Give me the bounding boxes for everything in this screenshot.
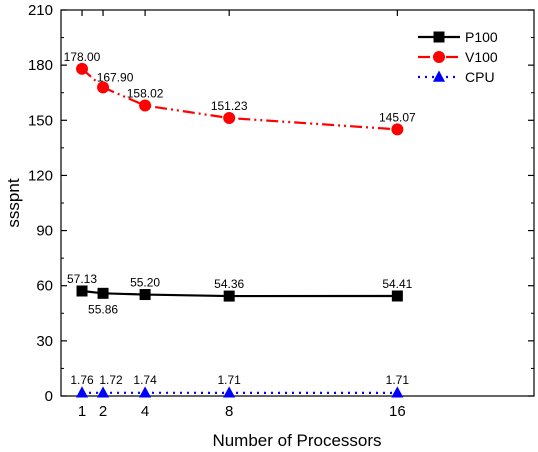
data-point-cpu bbox=[391, 386, 404, 398]
data-label-cpu: 1.76 bbox=[70, 373, 94, 387]
data-label-cpu: 1.74 bbox=[133, 373, 157, 387]
data-label-p100: 57.13 bbox=[67, 272, 97, 286]
legend-marker-cpu bbox=[432, 70, 446, 82]
legend-label-p100: P100 bbox=[465, 29, 498, 45]
data-point-cpu bbox=[75, 386, 89, 398]
data-label-p100: 54.41 bbox=[382, 277, 412, 291]
data-label-cpu: 1.71 bbox=[217, 373, 241, 387]
y-tick-label: 120 bbox=[28, 167, 53, 184]
data-point-p100 bbox=[97, 287, 109, 299]
data-label-p100: 55.86 bbox=[88, 302, 118, 316]
y-tick-label: 180 bbox=[28, 57, 53, 74]
axes: 0 30 60 90 120 150 180 210 1 2 4 8 16 bbox=[28, 2, 534, 420]
data-labels-layer: 57.13 55.86 55.20 54.36 54.41 178.00 167.90 158… bbox=[64, 50, 416, 387]
data-label-p100: 54.36 bbox=[214, 277, 244, 291]
data-label-v100: 178.00 bbox=[64, 50, 101, 64]
data-point-v100 bbox=[391, 123, 404, 136]
data-label-cpu: 1.71 bbox=[386, 373, 410, 387]
data-label-v100: 145.07 bbox=[379, 110, 416, 124]
data-point-v100 bbox=[139, 99, 152, 112]
x-tick-label: 8 bbox=[225, 403, 233, 420]
data-point-p100 bbox=[76, 285, 88, 297]
data-point-cpu bbox=[139, 386, 152, 398]
data-point-p100 bbox=[391, 290, 403, 302]
data-label-p100: 55.20 bbox=[130, 276, 160, 290]
data-label-cpu: 1.72 bbox=[99, 373, 123, 387]
series-line-p100 bbox=[81, 289, 398, 298]
data-label-v100: 151.23 bbox=[211, 99, 248, 113]
legend-marker-p100 bbox=[433, 31, 445, 43]
data-label-v100: 167.90 bbox=[97, 70, 134, 84]
series-layer bbox=[75, 62, 404, 398]
y-axis-title: ssspnt bbox=[4, 178, 23, 227]
legend: P100 V100 CPU bbox=[418, 29, 498, 85]
x-tick-label: 16 bbox=[389, 403, 406, 420]
data-point-p100 bbox=[139, 289, 151, 301]
y-tick-label: 90 bbox=[36, 223, 53, 240]
y-tick-label: 0 bbox=[45, 388, 53, 405]
y-tick-label: 60 bbox=[36, 278, 53, 295]
legend-marker-v100 bbox=[433, 51, 445, 63]
data-point-cpu bbox=[96, 386, 110, 398]
legend-label-v100: V100 bbox=[465, 49, 498, 65]
data-point-p100 bbox=[223, 290, 235, 302]
x-tick-label: 4 bbox=[141, 403, 149, 420]
data-point-v100 bbox=[76, 62, 89, 75]
plot-frame bbox=[60, 9, 535, 397]
x-tick-label: 2 bbox=[99, 403, 107, 420]
y-tick-label: 30 bbox=[36, 333, 53, 350]
legend-label-cpu: CPU bbox=[465, 69, 495, 85]
data-point-cpu bbox=[223, 386, 236, 398]
x-tick-label: 1 bbox=[78, 403, 86, 420]
data-label-v100: 158.02 bbox=[127, 87, 164, 101]
x-axis-title: Number of Processors bbox=[212, 431, 381, 450]
y-tick-label: 210 bbox=[28, 2, 53, 19]
data-point-v100 bbox=[97, 81, 110, 94]
data-point-v100 bbox=[223, 112, 236, 125]
y-tick-label: 150 bbox=[28, 112, 53, 129]
